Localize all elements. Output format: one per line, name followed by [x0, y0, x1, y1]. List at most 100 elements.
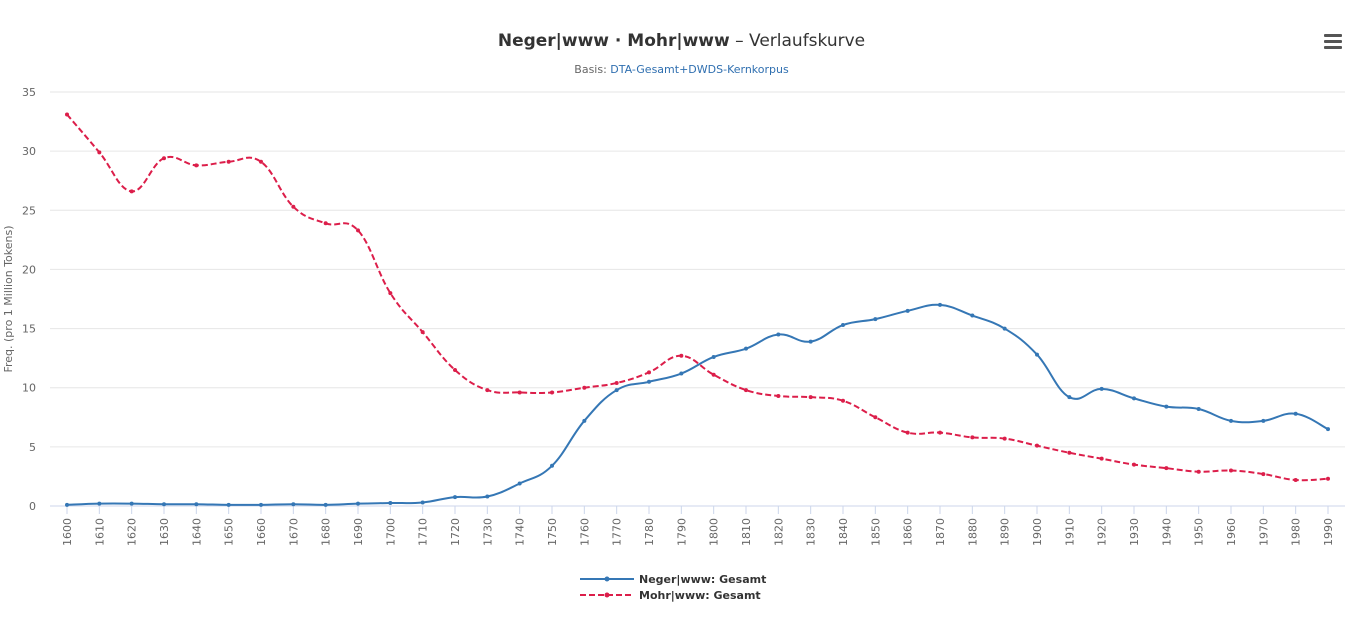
x-tick-label: 1660 [255, 518, 268, 546]
data-point [1035, 352, 1039, 357]
data-point [65, 502, 69, 507]
data-point [162, 502, 166, 507]
x-tick-label: 1690 [352, 518, 365, 546]
x-tick-label: 1810 [740, 518, 753, 546]
x-tick-label: 1630 [158, 518, 171, 546]
x-tick-label: 1910 [1063, 518, 1076, 546]
data-point [938, 430, 942, 435]
x-tick-label: 1710 [417, 518, 430, 546]
x-tick-label: 1600 [61, 518, 74, 546]
data-point [1293, 411, 1298, 416]
data-point [905, 430, 910, 435]
data-point [1132, 462, 1136, 467]
data-point [808, 339, 813, 344]
legend-marker [604, 592, 610, 598]
x-tick-label: 1840 [837, 518, 850, 546]
x-tick-label: 1670 [287, 518, 300, 546]
data-point [970, 313, 975, 318]
legend-label[interactable]: Neger|www: Gesamt [639, 573, 766, 586]
x-tick-label: 1820 [772, 518, 785, 546]
data-point [1261, 472, 1266, 477]
x-tick-label: 1990 [1322, 518, 1335, 546]
y-tick-label: 5 [29, 441, 36, 454]
y-tick-label: 20 [22, 263, 36, 276]
data-point [453, 367, 457, 372]
x-tick-label: 1640 [190, 518, 203, 546]
x-tick-label: 1790 [675, 518, 688, 546]
y-tick-label: 25 [22, 204, 36, 217]
data-point [1326, 476, 1330, 481]
data-point [226, 159, 231, 164]
x-tick-label: 1610 [93, 518, 106, 546]
legend-label[interactable]: Mohr|www: Gesamt [639, 589, 761, 602]
x-tick-label: 1680 [320, 518, 333, 546]
hamburger-menu-icon[interactable] [1324, 34, 1342, 50]
chart-subtitle: Basis: DTA-Gesamt+DWDS-Kernkorpus [0, 63, 1363, 76]
data-point [1196, 469, 1201, 474]
x-tick-label: 1950 [1193, 518, 1206, 546]
x-tick-label: 1850 [869, 518, 882, 546]
data-point [647, 379, 651, 384]
data-point [841, 398, 845, 403]
series-line [66, 113, 1329, 482]
x-tick-label: 1700 [384, 518, 397, 546]
data-point [1164, 404, 1169, 409]
data-point [356, 228, 360, 233]
data-point [1099, 386, 1104, 391]
y-tick-label: 15 [22, 323, 36, 336]
data-point [259, 502, 263, 507]
data-point [259, 159, 263, 164]
data-point [614, 380, 619, 385]
x-tick-label: 1960 [1225, 518, 1238, 546]
data-point [614, 388, 619, 393]
y-tick-label: 35 [22, 86, 36, 99]
data-point [129, 501, 134, 506]
data-point [517, 390, 522, 395]
x-tick-label: 1800 [708, 518, 721, 546]
data-point [776, 332, 781, 337]
data-point [1261, 418, 1266, 423]
x-tick-label: 1770 [611, 518, 624, 546]
data-point [938, 302, 942, 307]
data-point [1196, 407, 1201, 412]
data-point [711, 354, 716, 359]
data-point [97, 150, 102, 155]
data-point [776, 393, 781, 398]
data-point [679, 353, 684, 358]
x-tick-label: 1730 [481, 518, 494, 546]
data-point [808, 395, 813, 400]
subtitle-link[interactable]: DTA-Gesamt+DWDS-Kernkorpus [610, 63, 789, 76]
data-point [356, 501, 360, 506]
x-tick-label: 1940 [1160, 518, 1173, 546]
data-point [1067, 395, 1072, 400]
data-point [1035, 443, 1039, 448]
x-tick-label: 1900 [1031, 518, 1044, 546]
legend-marker [604, 576, 610, 582]
x-tick-label: 1750 [546, 518, 559, 546]
data-point [905, 308, 910, 313]
data-point [1229, 468, 1233, 473]
y-tick-label: 0 [29, 500, 36, 513]
x-tick-label: 1880 [966, 518, 979, 546]
data-point [550, 390, 554, 395]
y-tick-label: 10 [22, 382, 36, 395]
x-tick-label: 1760 [578, 518, 591, 546]
data-point [323, 502, 328, 507]
x-tick-label: 1980 [1290, 518, 1303, 546]
x-tick-label: 1740 [514, 518, 527, 546]
data-point [841, 323, 845, 328]
data-point [744, 388, 748, 393]
chart-title: Neger|www · Mohr|www – Verlaufskurve [0, 31, 1363, 51]
data-point [679, 371, 684, 376]
data-point [291, 204, 296, 209]
title-bold: Neger|www · Mohr|www [497, 31, 730, 51]
data-point [1002, 326, 1007, 331]
data-point [485, 494, 490, 499]
data-point [129, 189, 134, 194]
data-point [194, 163, 199, 168]
data-point [388, 501, 393, 506]
data-point [1326, 427, 1330, 432]
x-tick-label: 1920 [1096, 518, 1109, 546]
